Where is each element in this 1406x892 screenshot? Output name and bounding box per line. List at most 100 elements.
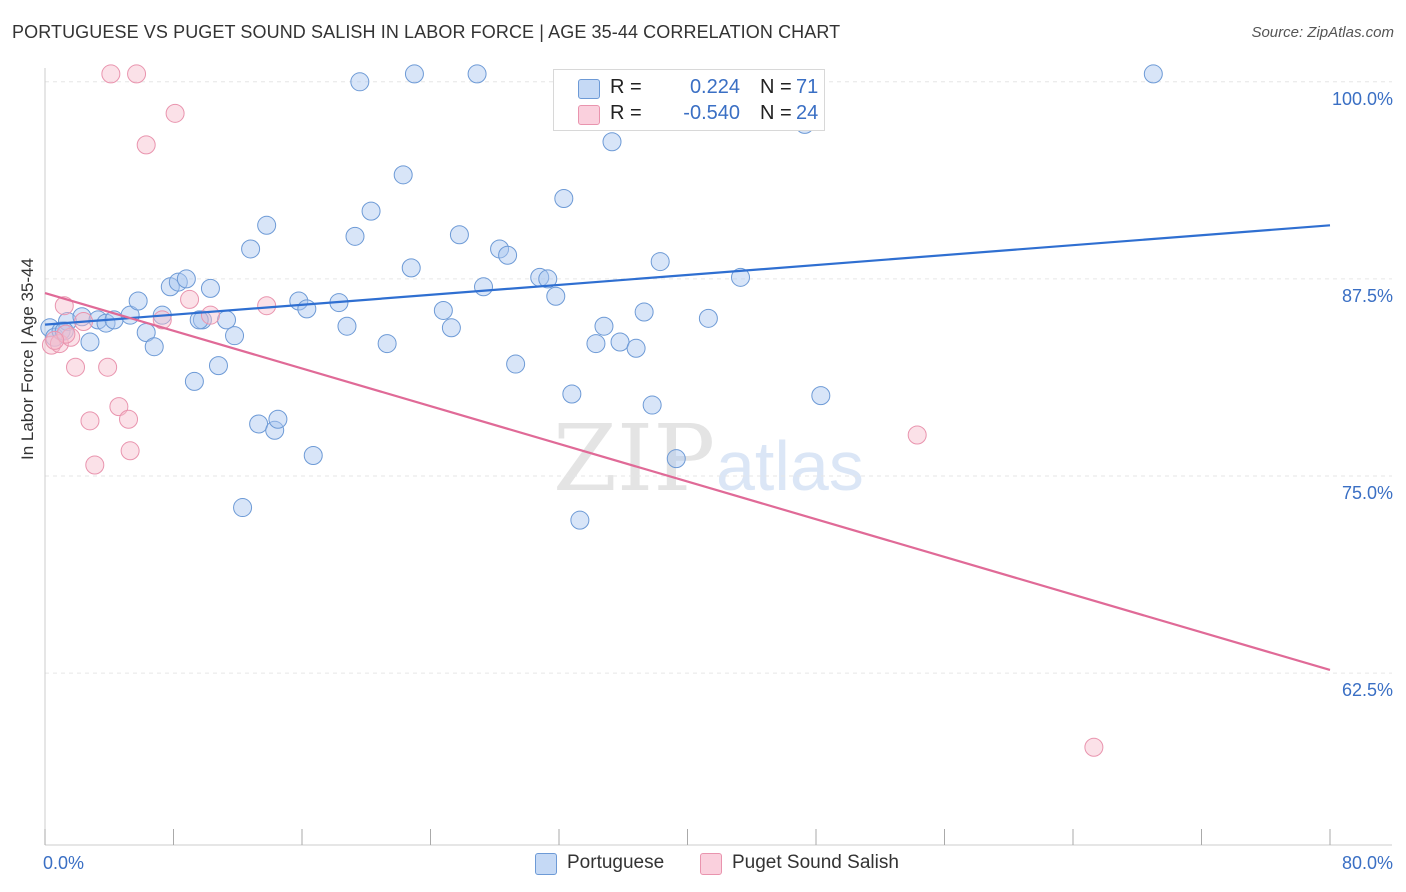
puget-sound-salish-point <box>101 64 121 84</box>
portuguese-point <box>377 334 397 354</box>
legend-n-label: N = <box>760 76 792 98</box>
portuguese-point <box>498 245 518 265</box>
y-tick-label: 75.0% <box>1342 483 1393 503</box>
portuguese-point <box>467 64 487 84</box>
legend-swatch-pink <box>700 853 722 875</box>
puget-sound-salish-point <box>85 455 105 475</box>
portuguese-point <box>297 299 317 319</box>
portuguese-point <box>128 291 148 311</box>
portuguese-point <box>401 258 421 278</box>
portuguese-point <box>257 215 277 235</box>
portuguese-point <box>200 278 220 298</box>
portuguese-point <box>698 308 718 328</box>
puget-sound-salish-point <box>109 397 129 417</box>
legend-r-value: -0.540 <box>683 102 740 124</box>
trend-lines <box>44 224 1331 672</box>
portuguese-point <box>249 414 269 434</box>
portuguese-point <box>634 302 654 322</box>
portuguese-point <box>506 354 526 374</box>
portuguese-point <box>233 498 253 518</box>
portuguese-point <box>441 318 461 338</box>
portuguese-point <box>433 300 453 320</box>
portuguese-point <box>268 409 288 429</box>
puget-sound-salish-point <box>80 411 100 431</box>
puget-sound-salish-point <box>45 330 65 350</box>
watermark: ZIP atlas <box>553 405 864 512</box>
puget-sound-salish-point <box>127 64 147 84</box>
portuguese-point <box>538 269 558 289</box>
tick-labels: 100.0% 87.5% 75.0% 62.5% 0.0% 80.0% <box>43 89 1393 873</box>
portuguese-point <box>586 334 606 354</box>
puget-sound-salish-point <box>257 296 277 316</box>
portuguese-point <box>80 332 100 352</box>
y-tick-label: 87.5% <box>1342 286 1393 306</box>
y-tick-label: 100.0% <box>1332 89 1393 109</box>
data-points <box>40 64 1163 757</box>
portuguese-point <box>144 337 164 357</box>
legend-n-value: 71 <box>796 76 819 98</box>
portuguese-point <box>208 356 228 376</box>
portuguese-point <box>189 310 209 330</box>
puget-sound-salish-point <box>119 409 139 429</box>
portuguese-point <box>570 510 590 530</box>
portuguese-point <box>361 201 381 221</box>
portuguese-point <box>610 332 630 352</box>
portuguese-point <box>217 310 237 330</box>
legend-r-label: R = <box>610 76 642 98</box>
puget-sound-salish-trend-line <box>44 292 1331 672</box>
portuguese-point <box>554 188 574 208</box>
puget-sound-salish-point <box>136 135 156 155</box>
portuguese-point <box>350 72 370 92</box>
y-tick-label: 62.5% <box>1342 680 1393 700</box>
puget-sound-salish-point <box>98 357 118 377</box>
portuguese-point <box>404 64 424 84</box>
correlation-legend: R = 0.224 N = 71 R = -0.540 N = 24 <box>553 69 825 131</box>
portuguese-point <box>626 338 646 358</box>
portuguese-point <box>811 386 831 406</box>
puget-sound-salish-point <box>1084 737 1104 757</box>
puget-sound-salish-point <box>180 289 200 309</box>
portuguese-point <box>265 420 285 440</box>
watermark-atlas: atlas <box>716 427 864 505</box>
portuguese-point <box>184 371 204 391</box>
x-tick-label-max: 80.0% <box>1342 853 1393 873</box>
portuguese-point <box>1143 64 1163 84</box>
portuguese-point <box>602 132 622 152</box>
portuguese-point <box>337 316 357 336</box>
legend-label: Puget Sound Salish <box>732 852 899 873</box>
puget-sound-salish-point <box>200 305 220 325</box>
source-label: Source: ZipAtlas.com <box>1251 24 1394 41</box>
portuguese-point <box>449 225 469 245</box>
portuguese-point <box>642 395 662 415</box>
portuguese-point <box>345 226 365 246</box>
puget-sound-salish-point <box>165 103 185 123</box>
portuguese-point <box>474 277 494 297</box>
portuguese-point <box>594 316 614 336</box>
chart-title: PORTUGUESE VS PUGET SOUND SALISH IN LABO… <box>12 22 841 42</box>
puget-sound-salish-point <box>120 441 140 461</box>
portuguese-trend-line <box>44 224 1331 326</box>
watermark-zip: ZIP <box>553 405 715 512</box>
puget-sound-salish-point <box>907 425 927 445</box>
portuguese-point <box>176 269 196 289</box>
puget-sound-salish-point <box>66 357 86 377</box>
portuguese-point <box>650 252 670 272</box>
axes <box>44 68 1392 846</box>
portuguese-point <box>225 326 245 346</box>
legend-r-label: R = <box>610 102 642 124</box>
legend-label: Portuguese <box>567 852 665 873</box>
portuguese-point <box>241 239 261 259</box>
x-tick-label-min: 0.0% <box>43 853 84 873</box>
portuguese-point <box>562 384 582 404</box>
portuguese-point <box>393 165 413 185</box>
puget-sound-salish-point <box>56 324 76 344</box>
legend-n-label: N = <box>760 102 792 124</box>
portuguese-point <box>490 239 510 259</box>
legend-r-value: 0.224 <box>689 76 740 98</box>
portuguese-point <box>546 286 566 306</box>
legend-swatch-blue <box>535 853 557 875</box>
legend-swatch-blue <box>578 79 600 99</box>
portuguese-point <box>666 449 686 469</box>
portuguese-point <box>731 267 751 287</box>
